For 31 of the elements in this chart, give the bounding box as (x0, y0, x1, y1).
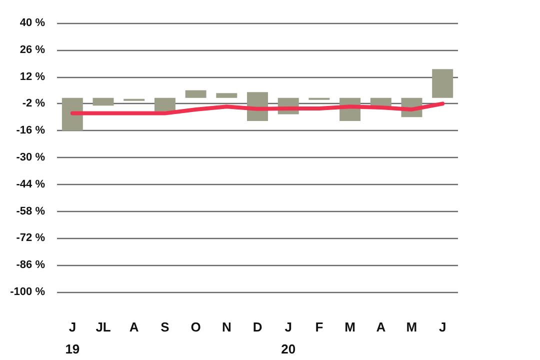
y-tick-label: -16 % (16, 124, 46, 137)
x-tick-label: JL (96, 320, 111, 334)
x-tick-label: J 19 (65, 320, 80, 356)
line-series (70, 102, 445, 116)
x-tick-label: D (252, 320, 262, 334)
bar (92, 98, 114, 106)
bar (62, 98, 83, 131)
y-tick-label: -72 % (16, 232, 46, 244)
y-tick-label: -100 % (10, 286, 46, 298)
x-tick-label: F (315, 320, 324, 334)
y-tick-label: -44 % (16, 178, 46, 190)
y-tick-label: -2 % (22, 98, 46, 110)
x-tick-label: M (344, 320, 356, 334)
x-tick-label: J (438, 320, 446, 334)
x-tick-label: O (190, 320, 201, 334)
bar (432, 69, 454, 98)
x-tick-label: S (160, 320, 170, 334)
y-tick-label: 26 % (20, 44, 46, 56)
bar (154, 98, 176, 112)
x-tick-label: A (376, 320, 386, 334)
y-tick-label: 12 % (20, 70, 46, 83)
x-tick-label: M (406, 320, 418, 334)
x-tick-label: A (129, 320, 140, 334)
x-tick-label: J 20 (281, 320, 296, 356)
bar (185, 90, 206, 98)
y-tick-label: -86 % (16, 259, 46, 272)
x-tick-label: N (222, 320, 232, 334)
y-tick-label: 40 % (20, 17, 46, 29)
bar (216, 93, 238, 98)
y-tick-label: -30 % (16, 152, 46, 164)
y-tick-label: -58 % (16, 205, 46, 218)
